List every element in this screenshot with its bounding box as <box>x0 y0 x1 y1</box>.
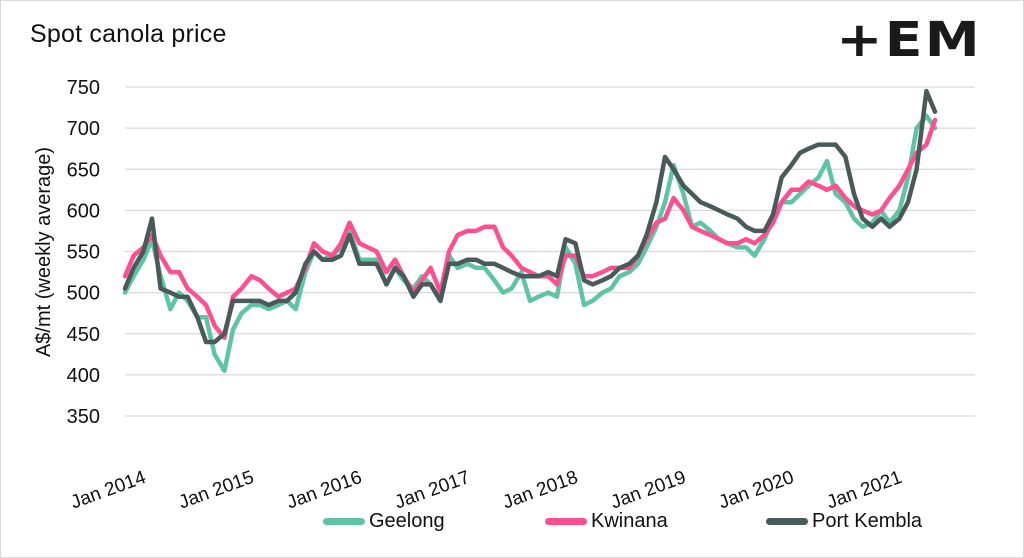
series-line-port-kembla <box>122 88 938 345</box>
legend-item-geelong: Geelong <box>323 510 445 533</box>
legend-label: Port Kembla <box>812 510 923 532</box>
x-tick-label: Jan 2014 <box>68 467 149 514</box>
x-tick-label: Jan 2015 <box>176 467 257 513</box>
series-line-geelong <box>122 113 938 374</box>
y-axis-label: A$/mt (weekly average) <box>33 147 55 357</box>
legend-swatch <box>545 518 587 525</box>
legend-label: Geelong <box>369 510 445 532</box>
y-tick-label: 650 <box>67 159 100 181</box>
y-tick-label: 350 <box>67 406 100 428</box>
brand-logo: +EM <box>836 12 982 68</box>
y-tick-label: 500 <box>67 283 100 305</box>
x-tick-label: Jan 2017 <box>392 467 473 513</box>
series-line-kwinana <box>122 117 938 341</box>
chart-title: Spot canola price <box>30 20 227 48</box>
legend-item-kwinana: Kwinana <box>545 510 668 533</box>
x-tick-label: Jan 2020 <box>716 467 797 513</box>
legend-swatch <box>323 518 365 525</box>
y-tick-label: 700 <box>67 118 100 140</box>
x-tick-label: Jan 2019 <box>608 467 689 513</box>
y-tick-label: 600 <box>67 200 100 222</box>
chart-legend: Geelong Kwinana Port Kembla <box>0 510 1024 540</box>
x-tick-label: Jan 2016 <box>284 467 365 513</box>
x-tick-label: Jan 2018 <box>500 467 581 513</box>
y-tick-label: 400 <box>67 365 100 387</box>
legend-swatch <box>766 518 808 525</box>
legend-item-port-kembla: Port Kembla <box>766 510 922 533</box>
y-tick-label: 450 <box>67 324 100 346</box>
legend-label: Kwinana <box>591 510 668 532</box>
x-tick-label: Jan 2021 <box>824 467 905 513</box>
y-tick-label: 750 <box>67 77 100 99</box>
y-tick-label: 550 <box>67 242 100 264</box>
